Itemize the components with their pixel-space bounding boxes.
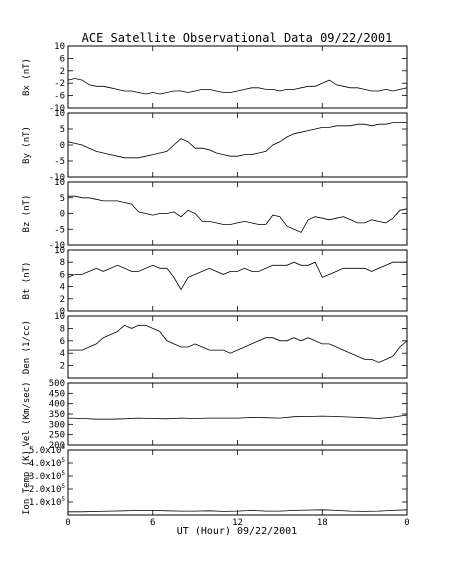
y-tick-label: 10: [54, 109, 65, 119]
y-axis-label-by: By (nT): [22, 126, 32, 164]
y-tick-label: -10: [49, 104, 65, 114]
y-tick-label: -2: [54, 79, 65, 89]
y-axis-label-temp: Ion Temp (K): [22, 450, 32, 515]
y-tick-label: 350: [49, 410, 65, 420]
y-tick-label: 2: [60, 295, 65, 305]
y-tick-label: 500: [49, 379, 65, 389]
series-line-den: [68, 324, 408, 363]
y-tick-exponent: 5: [61, 496, 65, 503]
panel-frame: [67, 315, 408, 379]
panel-bt: 0 2 4 6 8 10 Bt (nT): [22, 246, 408, 317]
y-tick-label: 2.0x105: [29, 483, 66, 495]
y-tick-label: 450: [49, 389, 65, 399]
y-tick-label: 1.0x105: [29, 496, 66, 508]
y-tick-label: -10: [49, 241, 65, 251]
y-tick-label: 6: [60, 54, 65, 64]
y-tick-label: 4.0x105: [29, 457, 66, 469]
x-axis-label: UT (Hour) 09/22/2001: [177, 526, 297, 537]
x-tick-label: 0: [65, 518, 70, 528]
y-tick-label: 10: [54, 312, 65, 322]
y-tick-label: 6: [60, 337, 65, 347]
panel-frame: [67, 249, 408, 312]
y-tick-label: 5: [60, 125, 65, 135]
x-tick-label: 12: [232, 518, 243, 528]
series-line-vel: [67, 414, 408, 420]
y-tick-label: 2: [60, 362, 65, 372]
y-axis-label-bt: Bt (nT): [22, 262, 32, 300]
x-tick-label: 6: [150, 518, 155, 528]
y-axis-label-vel: Vel (Km/sec): [22, 381, 32, 446]
panel-frame: [67, 112, 408, 178]
y-tick-label: 250: [49, 431, 65, 441]
y-tick-label: -6: [54, 92, 65, 102]
chart-title: ACE Satellite Observational Data 09/22/2…: [82, 31, 393, 45]
y-tick-label: 4: [60, 349, 65, 359]
panel-frame: [67, 181, 408, 246]
y-tick-label: 3.0x105: [29, 470, 66, 482]
y-tick-label: 0: [60, 141, 65, 151]
y-tick-label: 10: [54, 246, 65, 256]
y-tick-label: -10: [49, 173, 65, 183]
y-tick-label: 200: [49, 441, 65, 451]
panel-den: 2 4 6 8 10 Den (1/cc): [22, 312, 408, 379]
y-axis-label-bz: Bz (nT): [22, 195, 32, 233]
series-line-bz: [68, 195, 408, 233]
y-tick-label: -5: [54, 157, 65, 167]
panel-frame: [67, 45, 408, 109]
panel-bx: -10 -6 -2 2 6 10 Bx (nT): [22, 42, 408, 114]
panel-frame: [67, 382, 408, 446]
panel-by: -10 -5 0 5 10 By (nT): [22, 109, 408, 183]
series-line-bx: [67, 78, 408, 95]
y-axis-label-den: Den (1/cc): [22, 320, 32, 374]
y-tick-label: 300: [49, 420, 65, 430]
y-tick-label: 4: [60, 283, 65, 293]
y-tick-label: 2: [60, 67, 65, 77]
y-tick-label: 5.0x105: [29, 444, 66, 456]
series-line-by: [67, 122, 407, 159]
y-tick-label: 0: [60, 210, 65, 220]
y-tick-label: -5: [54, 225, 65, 235]
series-line-temp: [68, 509, 408, 513]
y-tick-label: 10: [54, 178, 65, 188]
y-tick-label: 400: [49, 400, 65, 410]
y-tick-exponent: 5: [61, 444, 65, 451]
y-tick-exponent: 5: [61, 470, 65, 477]
y-tick-exponent: 5: [61, 483, 65, 490]
y-tick-label: 8: [60, 258, 65, 268]
series-line-bt: [67, 261, 407, 291]
panel-bz: -10 -5 0 5 10 Bz (nT): [22, 178, 408, 251]
y-tick-label: 0: [60, 307, 65, 317]
panel-frame: [67, 449, 408, 516]
y-tick-label: 10: [54, 42, 65, 52]
y-tick-exponent: 5: [61, 457, 65, 464]
x-tick-label: 18: [317, 518, 328, 528]
x-tick-label: 0: [404, 518, 409, 528]
y-axis-label-bx: Bx (nT): [22, 58, 32, 96]
y-tick-label: 5: [60, 194, 65, 204]
y-tick-label: 8: [60, 324, 65, 334]
y-tick-label: 6: [60, 270, 65, 280]
